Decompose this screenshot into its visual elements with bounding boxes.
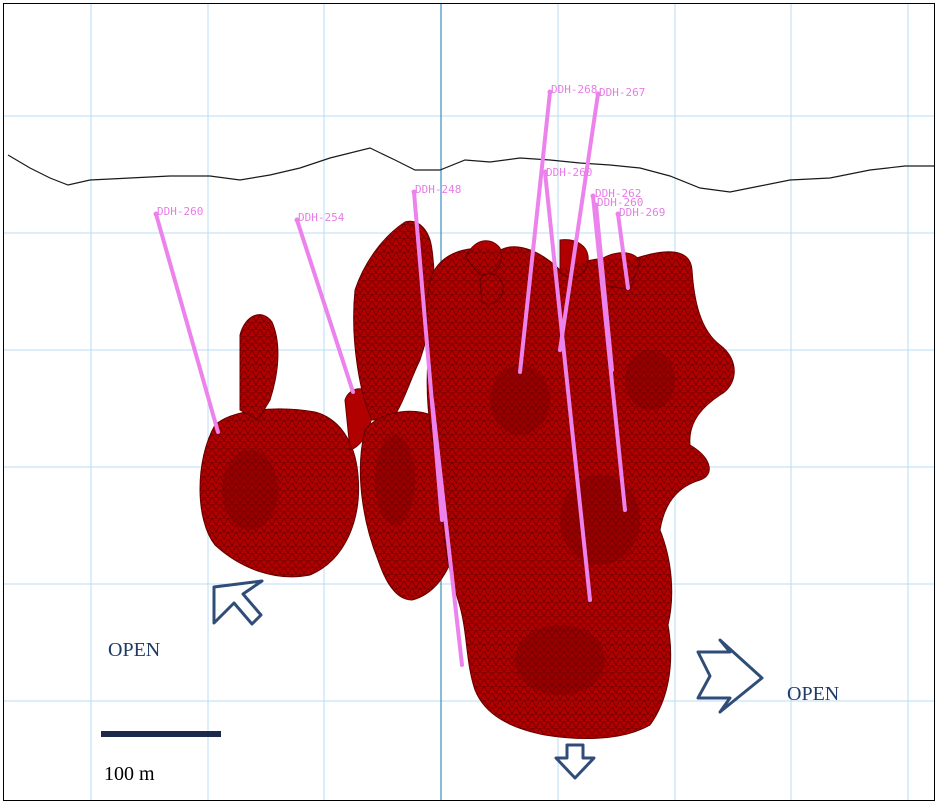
drill-label: DDH-260 [597,196,643,209]
scale-bar-label: 100 m [104,763,155,785]
arrow-down-left-icon [212,579,264,626]
topography-line [7,147,934,193]
open-label-left: OPEN [108,639,161,661]
drill-label: DDH-262 [595,187,641,200]
arrow-down-icon [554,743,596,780]
drill-trace-ddh-268 [518,90,552,374]
drill-label: DDH-254 [298,211,345,224]
drill-collar-markers [153,89,621,223]
drill-labels: DDH-260 DDH-254 DDH-248 DDH-268 DDH-267 … [157,83,665,224]
drill-label: DDH-268 [551,83,597,96]
drill-trace-ddh-267 [558,92,600,352]
drill-label: DDH-260 [157,205,203,218]
drill-trace-ddh-248 [412,190,444,522]
drill-trace-ddh-269 [616,212,630,290]
drill-trace-ddh-260-w [154,212,220,434]
drill-trace-ddh-254 [295,218,355,394]
drill-label: DDH-260 [546,166,592,179]
drill-holes [154,90,630,667]
drill-trace-ddh-248-ext [430,398,464,667]
drill-label: DDH-267 [599,86,645,99]
drill-label: DDH-269 [619,206,665,219]
drill-trace-ddh-250 [594,203,614,372]
drill-label: DDH-248 [415,183,461,196]
arrow-right-icon [696,638,764,714]
drill-trace-ddh-260-c [543,170,592,602]
orebody-mesh [199,220,735,739]
open-arrows [212,579,764,780]
open-label-right: OPEN [787,683,840,705]
